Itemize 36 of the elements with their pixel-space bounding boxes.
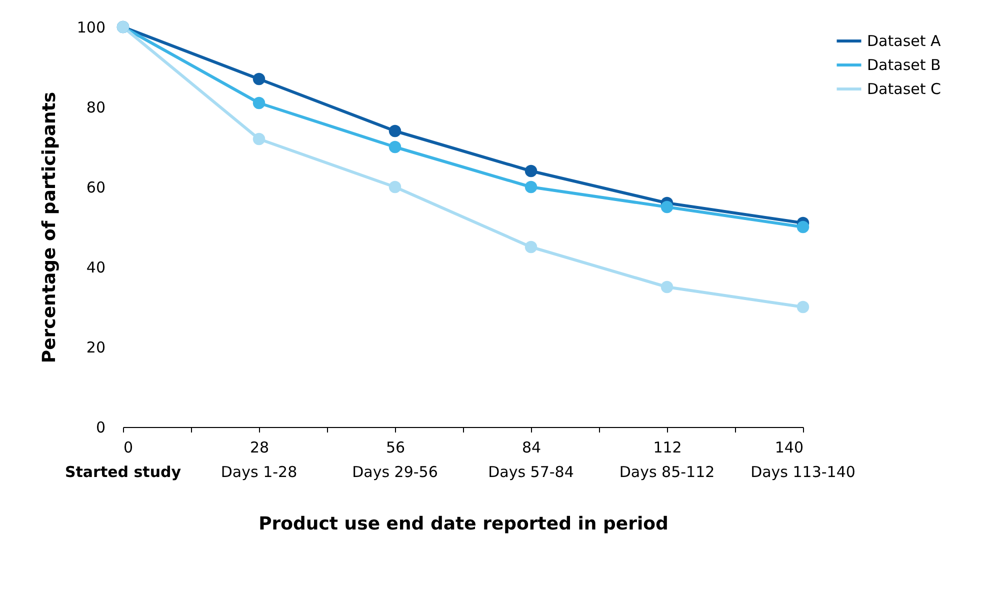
- text: Days 29-56: [352, 463, 438, 481]
- x-tick-label: 28: [250, 438, 270, 456]
- point: [524, 240, 538, 254]
- point: [796, 220, 810, 234]
- point: [388, 124, 402, 138]
- point: [660, 200, 674, 214]
- legend-label: Dataset A: [867, 32, 942, 50]
- text: Days 113-140: [750, 463, 856, 481]
- point: [524, 180, 538, 194]
- text: Days 57-84: [488, 463, 574, 481]
- point: [524, 164, 538, 178]
- x-tick-label: 140: [774, 438, 804, 456]
- y-tick-label: 100: [76, 18, 106, 36]
- point: [252, 96, 266, 110]
- text: Days 85-112: [619, 463, 715, 481]
- text: Days 1-28: [220, 463, 298, 481]
- legend-label: Dataset C: [867, 80, 941, 98]
- x-tick-label: 0: [124, 438, 134, 456]
- y-tick-label: 0: [96, 418, 106, 436]
- y-tick-label: 80: [86, 98, 106, 116]
- point: [796, 300, 810, 314]
- x-tick-label: 112: [653, 438, 682, 456]
- legend-label: Dataset B: [867, 56, 941, 74]
- point: [660, 280, 674, 294]
- y-tick-label: 40: [86, 258, 106, 276]
- x-tick-label: 84: [522, 438, 542, 456]
- text: Started study: [64, 463, 182, 481]
- y-tick-label: 20: [86, 338, 106, 356]
- y-tick-label: 60: [86, 178, 106, 196]
- x-tick-label: 56: [386, 438, 406, 456]
- y-axis-title: Percentage of participants: [38, 92, 60, 364]
- point: [388, 140, 402, 154]
- point: [388, 180, 402, 194]
- point: [252, 72, 266, 86]
- point: [252, 132, 266, 146]
- x-axis-title: Product use end date reported in period: [258, 514, 668, 534]
